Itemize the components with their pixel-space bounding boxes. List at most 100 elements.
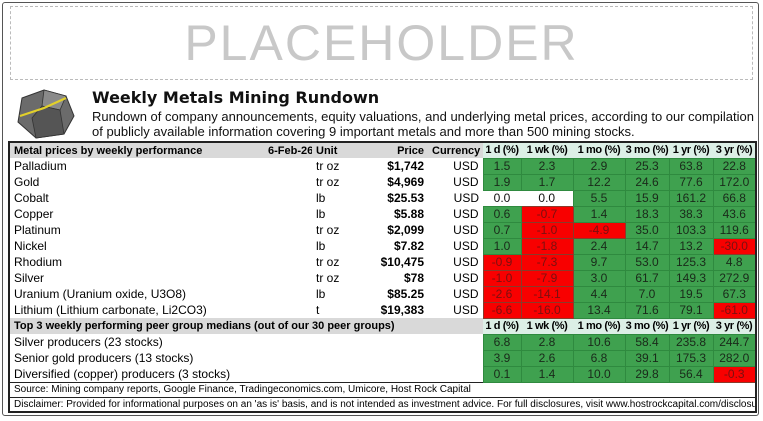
pct-change-cell: 10.6 [572, 333, 626, 351]
pct-change-cell: 10.0 [572, 365, 626, 383]
metal-currency: USD [453, 255, 479, 269]
metal-currency: USD [453, 239, 479, 253]
period-header: 3 mo (%) [625, 318, 669, 334]
pct-change-cell: 25.3 [624, 157, 670, 175]
report-title: Weekly Metals Mining Rundown [92, 88, 380, 107]
pct-change-cell: 125.3 [668, 253, 714, 271]
pct-change-cell: 9.7 [572, 253, 626, 271]
pct-change-cell: 4.8 [712, 253, 757, 271]
pct-change-cell: 244.7 [712, 333, 757, 351]
metal-unit: tr oz [316, 223, 340, 237]
metal-name: Copper [14, 207, 54, 221]
pct-change-cell: 0.1 [482, 365, 522, 383]
pct-change-cell: -1.0 [482, 269, 522, 287]
date-spacer [264, 190, 312, 206]
report-subtitle: Rundown of company announcements, equity… [92, 109, 754, 139]
date-spacer [264, 174, 312, 190]
metal-name: Nickel [14, 239, 47, 253]
pct-change-cell: 67.3 [712, 285, 757, 303]
date-spacer [264, 302, 312, 318]
metal-unit: lb [316, 239, 326, 253]
period-header: 3 mo (%) [625, 142, 669, 158]
pct-change-cell: -7.3 [520, 253, 574, 271]
pct-change-cell: -0.3 [712, 365, 757, 383]
pct-change-cell: 103.3 [668, 221, 714, 239]
pct-change-cell: 1.7 [520, 173, 574, 191]
pct-change-cell: 13.4 [572, 301, 626, 319]
metal-price: $19,383 [380, 303, 424, 317]
pct-change-cell: 53.0 [624, 253, 670, 271]
metal-row: Platinum tr oz $2,099 USD 0.7 -1.0 -4.9 35.0 103… [9, 221, 757, 239]
period-header: 1 mo (%) [573, 142, 625, 158]
period-header: 1 mo (%) [573, 318, 625, 334]
placeholder-banner: PLACEHOLDER [10, 6, 753, 80]
metal-currency: USD [453, 159, 479, 173]
pct-change-cell: 2.9 [572, 157, 626, 175]
pct-change-cell: 4.4 [572, 285, 626, 303]
report-date: 6-Feb-26 [264, 142, 312, 158]
disclaimer-note-row: Disclaimer: Provided for informational p… [9, 396, 756, 412]
peer-group-name: Diversified (copper) producers (3 stocks… [14, 366, 231, 381]
pct-change-cell: 1.4 [572, 205, 626, 223]
pct-change-cell: -16.0 [520, 301, 574, 319]
pct-change-cell: 2.3 [520, 157, 574, 175]
metal-currency: USD [453, 207, 479, 221]
period-header: 1 wk (%) [521, 142, 573, 158]
pct-change-cell: -1.0 [520, 221, 574, 239]
pct-change-cell: 0.0 [483, 190, 521, 206]
peer-group-name: Silver producers (23 stocks) [14, 335, 163, 349]
pct-change-cell: 71.6 [624, 301, 670, 319]
metal-currency: USD [453, 223, 479, 237]
metal-name: Lithium (Lithium carbonate, Li2CO3) [14, 303, 207, 317]
metal-name: Gold [14, 175, 40, 189]
pct-change-cell: -61.0 [712, 301, 757, 319]
pct-change-cell: 1.5 [482, 157, 522, 175]
metal-price: $25.53 [387, 191, 424, 205]
pct-change-cell: 235.8 [668, 333, 714, 351]
pct-change-cell: 58.4 [624, 333, 670, 351]
pct-change-cell: 0.6 [482, 205, 522, 223]
unit-header: Unit [312, 142, 362, 158]
pct-change-cell: 18.3 [624, 205, 670, 223]
pct-change-cell: 79.1 [668, 301, 714, 319]
disclaimer-note: Disclaimer: Provided for informational p… [9, 396, 756, 412]
pct-change-cell: 61.7 [624, 269, 670, 287]
pct-change-cell: 2.6 [520, 349, 574, 367]
pct-change-cell: 5.5 [572, 189, 626, 207]
pct-change-cell: 3.0 [572, 269, 626, 287]
pct-change-cell: 13.2 [668, 237, 714, 255]
source-note-row: Source: Mining company reports, Google F… [9, 381, 756, 397]
rock-logo-icon [17, 89, 75, 139]
peers-header-row: Top 3 weekly performing peer group media… [9, 318, 756, 334]
pct-change-cell: 2.4 [572, 237, 626, 255]
metals-section-title: Metal prices by weekly performance [9, 142, 264, 158]
pct-change-cell: 119.6 [712, 221, 757, 239]
pct-change-cell: 7.0 [624, 285, 670, 303]
metal-unit: tr oz [316, 271, 340, 285]
pct-change-cell: 0.0 [521, 190, 573, 206]
metal-price: $10,475 [380, 255, 424, 269]
metal-unit: tr oz [316, 175, 340, 189]
pct-change-cell: -7.9 [520, 269, 574, 287]
pct-change-cell: 6.8 [572, 349, 626, 367]
pct-change-cell: 77.6 [668, 173, 714, 191]
peers-section-title: Top 3 weekly performing peer group media… [9, 318, 483, 334]
period-header: 3 yr (%) [713, 318, 756, 334]
metals-header-row: Metal prices by weekly performance 6-Feb-… [9, 142, 756, 158]
metal-row: Rhodium tr oz $10,475 USD -0.9 -7.3 9.7 53.0 125… [9, 253, 757, 271]
pct-change-cell: 3.9 [482, 349, 522, 367]
pct-change-cell: 1.0 [482, 237, 522, 255]
peer-group-row: Diversified (copper) producers (3 stocks… [9, 365, 757, 383]
pct-change-cell: 282.0 [712, 349, 757, 367]
date-spacer [264, 222, 312, 238]
metal-currency: USD [453, 303, 479, 317]
pct-change-cell: 149.3 [668, 269, 714, 287]
metal-currency: USD [453, 271, 479, 285]
date-spacer [264, 270, 312, 286]
period-header: 1 yr (%) [669, 318, 713, 334]
pct-change-cell: 6.8 [482, 333, 522, 351]
pct-change-cell: -14.1 [520, 285, 574, 303]
pct-change-cell: -4.9 [572, 221, 626, 239]
metal-unit: lb [316, 191, 326, 205]
metal-unit: tr oz [316, 159, 340, 173]
